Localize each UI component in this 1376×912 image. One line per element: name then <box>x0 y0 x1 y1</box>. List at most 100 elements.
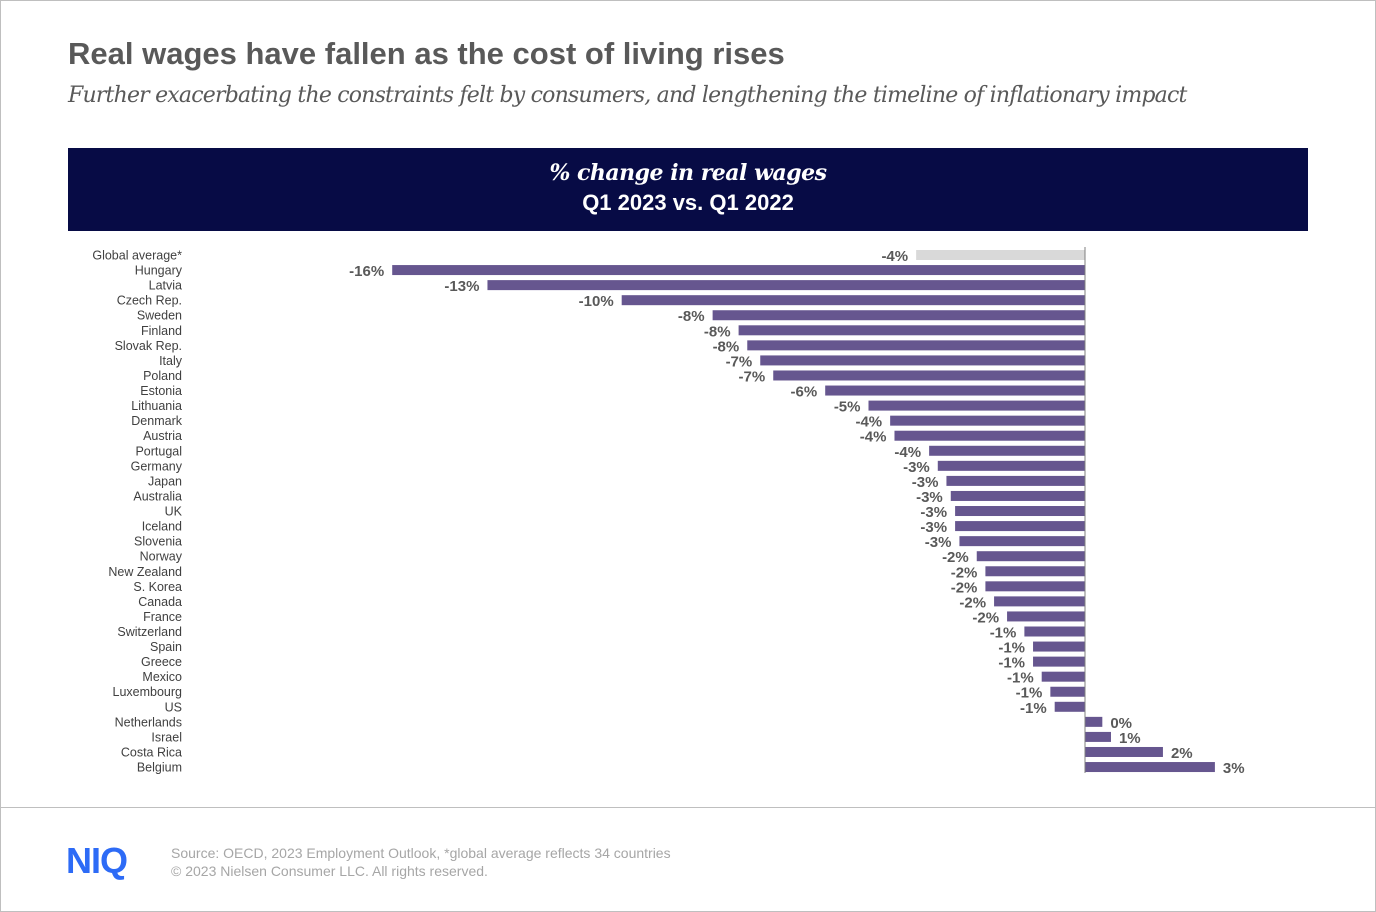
category-label: Austria <box>143 429 182 443</box>
chart-title: % change in real wages <box>549 160 827 186</box>
bar <box>976 551 1085 562</box>
category-label: Latvia <box>149 279 182 293</box>
data-label: -3% <box>912 474 939 491</box>
data-label: -8% <box>704 323 731 340</box>
data-label: -10% <box>579 293 614 310</box>
category-label: Greece <box>141 655 182 669</box>
bar <box>760 355 1085 366</box>
source-note: Source: OECD, 2023 Employment Outlook, *… <box>171 844 671 880</box>
data-label: -1% <box>1016 685 1043 702</box>
footer-divider <box>0 807 1376 808</box>
bar <box>747 340 1085 351</box>
data-label: 3% <box>1223 760 1245 777</box>
bar <box>1085 716 1103 727</box>
data-label: -2% <box>942 549 969 566</box>
bar <box>955 506 1085 517</box>
data-label: -7% <box>739 368 766 385</box>
category-label: Iceland <box>142 520 182 534</box>
bar <box>1007 611 1085 622</box>
data-label: -1% <box>998 655 1025 672</box>
category-label: Norway <box>140 550 183 564</box>
data-label: -1% <box>998 640 1025 657</box>
category-label: Slovak Rep. <box>115 339 182 353</box>
data-label: -3% <box>903 459 930 476</box>
bar <box>1050 686 1085 697</box>
chart-title-banner: % change in real wages Q1 2023 vs. Q1 20… <box>68 148 1308 231</box>
category-label: Belgium <box>137 761 182 775</box>
bar <box>955 521 1085 532</box>
category-label: Israel <box>151 730 182 744</box>
bar <box>1085 746 1163 757</box>
bar <box>937 460 1085 471</box>
category-label: Japan <box>148 474 182 488</box>
data-label: -2% <box>951 579 978 596</box>
data-label: -4% <box>860 429 887 446</box>
data-label: -3% <box>920 519 947 536</box>
bar <box>868 400 1085 411</box>
page-title: Real wages have fallen as the cost of li… <box>68 36 785 71</box>
category-label: Lithuania <box>131 399 182 413</box>
data-label: -4% <box>881 248 908 265</box>
bar <box>950 490 1085 501</box>
data-label: -1% <box>1020 700 1047 717</box>
data-label: -16% <box>349 263 384 280</box>
category-label: Italy <box>159 354 183 368</box>
category-label: Sweden <box>137 309 182 323</box>
bar <box>1085 762 1215 773</box>
data-label: -2% <box>972 609 999 626</box>
data-label: -13% <box>444 278 479 295</box>
bar <box>946 475 1085 486</box>
category-label: Czech Rep. <box>117 294 182 308</box>
category-label: France <box>143 610 182 624</box>
bar <box>1085 731 1111 742</box>
bar <box>985 581 1085 592</box>
category-label: Portugal <box>135 444 182 458</box>
category-label: Netherlands <box>115 715 182 729</box>
data-label: -3% <box>920 504 947 521</box>
bar <box>994 596 1085 607</box>
bar <box>621 295 1085 306</box>
data-label: -2% <box>959 594 986 611</box>
bar <box>894 430 1085 441</box>
data-label: -3% <box>925 534 952 551</box>
data-label: -8% <box>678 308 705 325</box>
category-label: Finland <box>141 324 182 338</box>
page-subtitle: Further exacerbating the constraints fel… <box>68 83 1187 108</box>
bar <box>985 566 1085 577</box>
category-label: Slovenia <box>134 535 182 549</box>
bar <box>929 445 1085 456</box>
data-label: 0% <box>1110 715 1132 732</box>
data-label: -2% <box>951 564 978 581</box>
category-label: Denmark <box>131 414 182 428</box>
bar <box>1033 641 1085 652</box>
data-label: -1% <box>1007 670 1034 687</box>
category-label: US <box>165 700 182 714</box>
category-label: Costa Rica <box>121 745 182 759</box>
bar <box>890 415 1085 426</box>
category-label: UK <box>165 505 183 519</box>
data-label: -4% <box>855 414 882 431</box>
data-label: -6% <box>791 384 818 401</box>
source-text: Source: OECD, 2023 Employment Outlook, *… <box>171 845 671 861</box>
bar <box>712 310 1085 321</box>
bar <box>825 385 1085 396</box>
bar <box>1054 701 1085 712</box>
data-label: -8% <box>713 338 740 355</box>
bar <box>487 280 1086 291</box>
data-label: -7% <box>726 353 753 370</box>
data-label: 2% <box>1171 745 1193 762</box>
category-label: Germany <box>131 459 183 473</box>
bar <box>392 265 1085 276</box>
data-label: -5% <box>834 399 861 416</box>
bar <box>1033 656 1085 667</box>
bar-chart: Global average* -4% Hungary -16% Latvia -13% C… <box>92 247 1245 777</box>
bar <box>1024 626 1085 637</box>
copyright-text: © 2023 Nielsen Consumer LLC. All rights … <box>171 863 488 879</box>
bar <box>959 536 1085 547</box>
category-label: Global average* <box>92 249 182 263</box>
niq-logo: NIQ <box>66 840 128 881</box>
category-label: New Zealand <box>108 565 182 579</box>
category-label: Spain <box>150 640 182 654</box>
data-label: -1% <box>990 625 1017 642</box>
category-label: Switzerland <box>117 625 182 639</box>
